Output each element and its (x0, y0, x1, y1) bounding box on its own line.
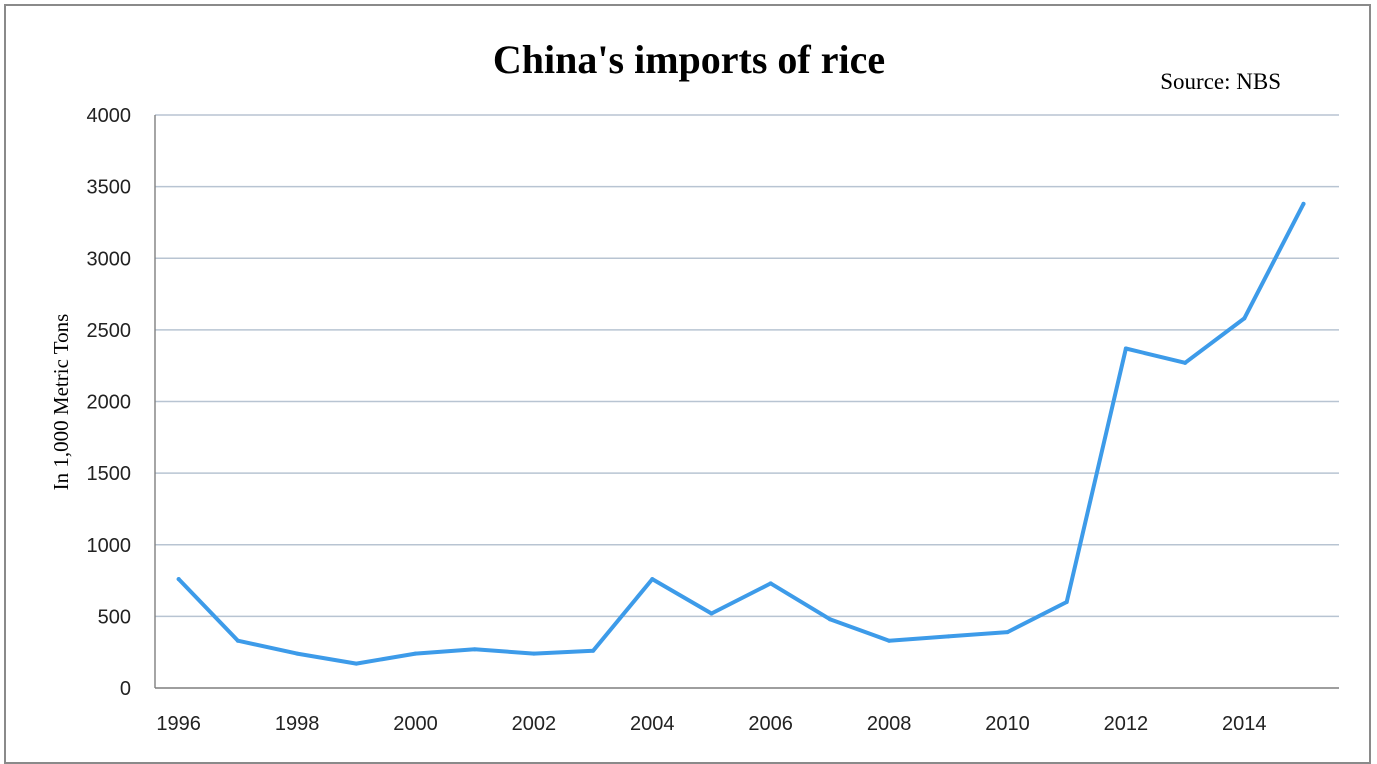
x-tick-2000: 2000 (393, 713, 438, 735)
axes (154, 115, 1339, 689)
source-label: Source: NBS (1160, 69, 1281, 94)
gridlines (155, 114, 1339, 618)
data-point-2015 (1301, 201, 1306, 206)
series-layer (176, 201, 1306, 666)
x-tick-2008: 2008 (867, 713, 912, 735)
x-tick-2002: 2002 (512, 713, 557, 735)
chart-title: China's imports of rice (493, 37, 885, 82)
data-point-1999 (354, 661, 359, 666)
data-point-2006 (768, 581, 773, 586)
y-axis-label: In 1,000 Metric Tons (49, 314, 73, 491)
y-tick-4000: 4000 (87, 105, 132, 127)
x-tick-2012: 2012 (1104, 713, 1149, 735)
y-tick-3000: 3000 (87, 248, 132, 270)
x-tick-1998: 1998 (275, 713, 320, 735)
x-tick-2014: 2014 (1222, 713, 1267, 735)
data-point-2000 (413, 651, 418, 656)
data-point-2003 (591, 648, 596, 653)
x-tick-2004: 2004 (630, 713, 675, 735)
series-line-0 (176, 201, 1306, 666)
x-tick-1996: 1996 (156, 713, 201, 735)
data-point-2012 (1123, 346, 1128, 351)
x-tick-labels: 1996 1998 2000 2002 2004 2006 2008 2010 2012 2014 (156, 713, 1266, 735)
data-point-2009 (946, 634, 951, 639)
y-tick-2000: 2000 (87, 392, 132, 414)
y-tick-labels: 0 500 1000 1500 2000 2500 3000 3500 4000 (87, 105, 132, 700)
data-point-2001 (472, 647, 477, 652)
data-point-2004 (650, 577, 655, 582)
x-tick-2006: 2006 (748, 713, 793, 735)
data-point-2008 (887, 638, 892, 643)
data-point-2002 (531, 651, 536, 656)
data-point-2013 (1183, 360, 1188, 365)
data-point-2010 (1005, 630, 1010, 635)
data-point-2011 (1064, 600, 1069, 605)
y-tick-3500: 3500 (87, 177, 132, 199)
data-point-1998 (295, 651, 300, 656)
data-point-1996 (176, 577, 181, 582)
data-point-2007 (827, 617, 832, 622)
data-point-2005 (709, 611, 714, 616)
chart-frame (4, 4, 1371, 764)
y-tick-2500: 2500 (87, 320, 132, 342)
data-point-2014 (1242, 316, 1247, 321)
line-chart: China's imports of rice Source: NBS In 1… (49, 37, 1339, 735)
data-point-1997 (235, 638, 240, 643)
y-tick-500: 500 (98, 606, 131, 628)
x-tick-2010: 2010 (985, 713, 1030, 735)
y-tick-0: 0 (120, 678, 131, 700)
y-tick-1500: 1500 (87, 463, 132, 485)
y-tick-1000: 1000 (87, 535, 132, 557)
